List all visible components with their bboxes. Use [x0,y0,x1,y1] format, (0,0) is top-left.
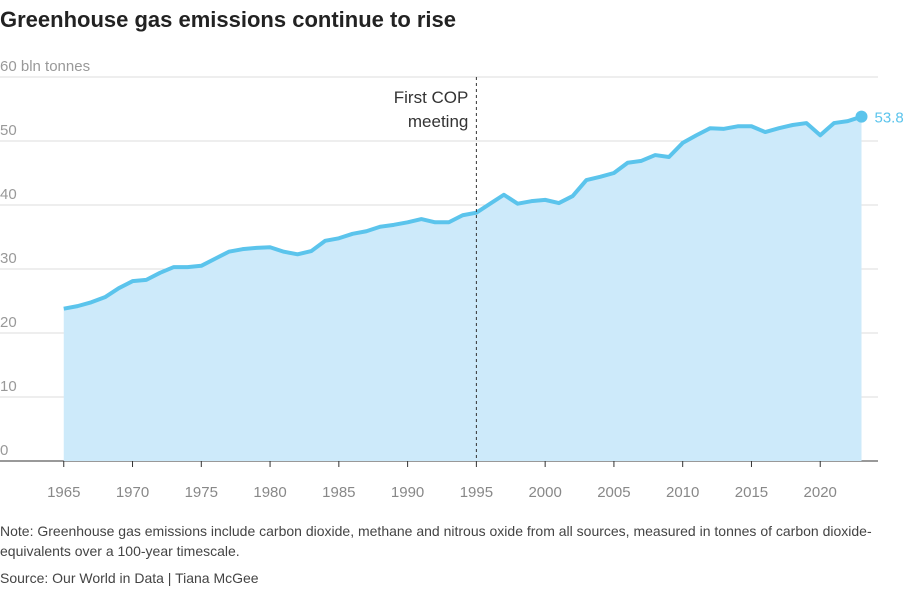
x-tick-label: 1990 [391,484,424,501]
annotation-text: First COP [394,88,469,107]
y-tick-label: 10 [0,378,17,395]
chart-title: Greenhouse gas emissions continue to ris… [0,7,456,32]
note: Note: Greenhouse gas emissions include c… [0,523,872,559]
annotation-text: meeting [408,112,468,131]
line [63,114,863,311]
y-tick-label: 60 bln tonnes [0,58,90,75]
x-tick-label: 2020 [804,484,837,501]
source: Source: Our World in Data | Tiana McGee [0,570,259,586]
x-tick-label: 1970 [116,484,149,501]
end-marker [855,110,868,123]
chart: Greenhouse gas emissions continue to ris… [0,7,904,501]
x-tick-label: 1985 [322,484,355,501]
x-tick-label: 1980 [253,484,286,501]
y-tick-label: 30 [0,250,17,267]
y-tick-label: 40 [0,186,17,203]
x-tick-label: 1975 [185,484,218,501]
x-tick-label: 1965 [47,484,80,501]
y-tick-label: 50 [0,122,17,139]
y-tick-label: 0 [0,442,8,459]
y-tick-label: 20 [0,314,17,331]
end-label: 53.8 [874,110,903,127]
x-tick-label: 2000 [528,484,561,501]
x-tick-label: 2015 [735,484,768,501]
x-tick-label: 1995 [460,484,493,501]
x-tick-label: 2010 [666,484,699,501]
area [63,116,862,462]
x-tick-label: 2005 [597,484,630,501]
